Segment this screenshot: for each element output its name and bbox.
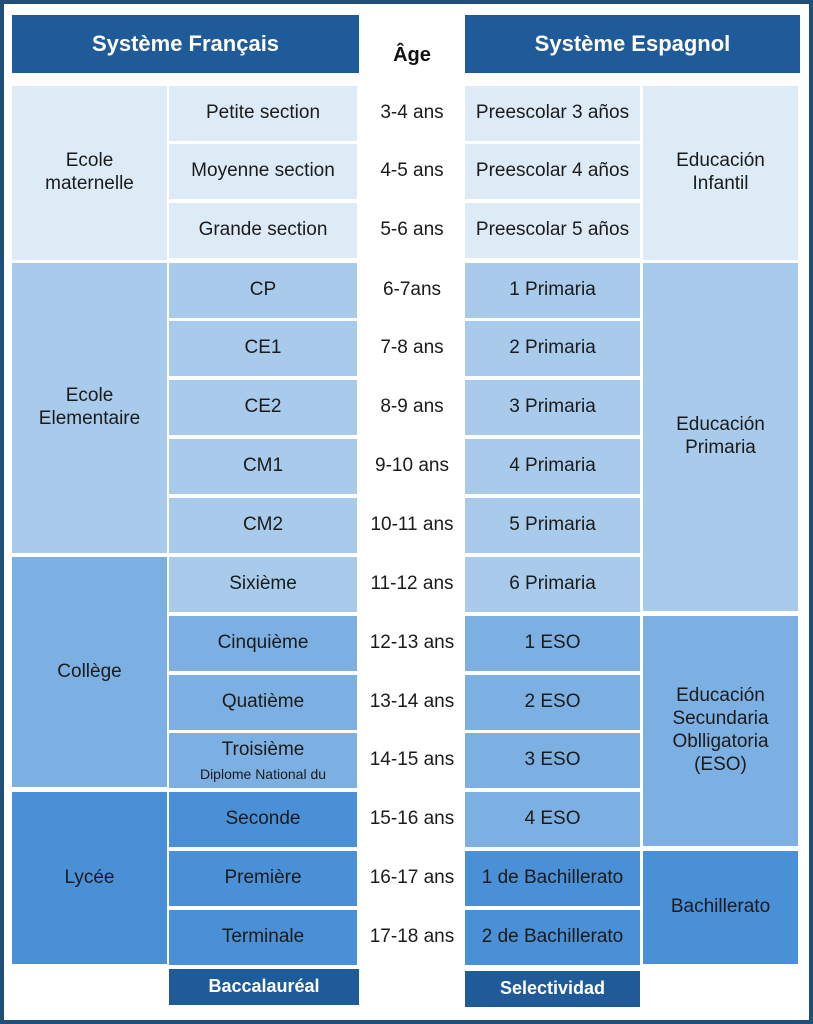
es-grade-cell: Preescolar 5 años [465, 203, 640, 258]
es-stage-primaria-line1: Educación [676, 414, 765, 436]
fr-stage-college: Collège [12, 557, 167, 787]
es-stage-infantil: Educación Infantil [643, 86, 798, 260]
es-grade-cell: 3 Primaria [465, 380, 640, 435]
es-stage-eso-line2: Secundaria [672, 708, 769, 730]
es-grade-cell: 6 Primaria [465, 557, 640, 612]
es-grade-cell: 4 Primaria [465, 439, 640, 494]
es-stage-bachillerato: Bachillerato [643, 851, 798, 964]
fr-grade-cell: Petite section [169, 86, 357, 141]
es-grade-cell: 2 Primaria [465, 321, 640, 376]
fr-grade-cell: CM1 [169, 439, 357, 494]
age-label: 12-13 ans [369, 632, 455, 654]
es-stage-infantil-line1: Educación [676, 150, 765, 172]
age-label: 6-7ans [382, 279, 442, 301]
es-grade-cell: 1 de Bachillerato [465, 851, 640, 906]
age-label: 8-9 ans [380, 396, 444, 418]
age-label: 15-16 ans [369, 808, 455, 830]
fr-stage-lycee: Lycée [12, 792, 167, 964]
es-grade-cell: 3 ESO [465, 733, 640, 788]
fr-stage-elementaire-line2: Elementaire [38, 408, 141, 429]
es-stage-eso-line3: Oblligatoria [672, 731, 769, 752]
fr-grade-cell: CP [169, 263, 357, 318]
age-label: 13-14 ans [369, 691, 455, 713]
fr-stage-maternelle-line2: maternelle [45, 173, 134, 194]
fr-grade-cell: Sixième [169, 557, 357, 612]
age-label: 17-18 ans [369, 926, 455, 948]
fr-grade-cell: Première [169, 851, 357, 906]
age-label: 3-4 ans [380, 102, 444, 124]
es-stage-primaria: Educación Primaria [643, 263, 798, 611]
age-label: 14-15 ans [369, 749, 455, 771]
age-label: 7-8 ans [380, 337, 444, 359]
es-grade-cell: 1 Primaria [465, 263, 640, 318]
header-french: Système Français [12, 15, 359, 73]
fr-stage-elementaire-line1: Ecole [65, 385, 114, 407]
fr-stage-maternelle-line1: Ecole [65, 150, 114, 172]
fr-grade-cell: CE2 [169, 380, 357, 435]
footer-selectividad: Selectividad [465, 971, 640, 1007]
fr-grade-cell: CM2 [169, 498, 357, 553]
es-stage-eso-line4: (ESO) [694, 753, 747, 775]
es-grade-cell: 5 Primaria [465, 498, 640, 553]
fr-stage-maternelle: Ecole maternelle [12, 86, 167, 260]
es-grade-cell: 1 ESO [465, 616, 640, 671]
es-stage-primaria-line2: Primaria [685, 437, 756, 458]
fr-grade-cell: Seconde [169, 792, 357, 847]
fr-grade-cell: Troisième Diplome National du [169, 733, 357, 788]
es-grade-cell: 4 ESO [465, 792, 640, 847]
fr-grade-cell: Grande section [169, 203, 357, 258]
fr-grade-cell: Cinquième [169, 616, 357, 671]
fr-grade-cell: CE1 [169, 321, 357, 376]
age-label: 10-11 ans [370, 514, 454, 536]
es-stage-eso: Educación Secundaria Oblligatoria (ESO) [643, 616, 798, 846]
es-grade-cell: 2 ESO [465, 675, 640, 730]
fr-grade-sublabel: Diplome National du [199, 765, 327, 782]
fr-grade-cell: Quatième [169, 675, 357, 730]
age-label: 16-17 ans [369, 867, 455, 889]
footer-baccalaureat: Baccalauréal [169, 969, 359, 1005]
age-label: 11-12 ans [370, 573, 454, 595]
es-grade-cell: Preescolar 4 años [465, 144, 640, 199]
header-spanish: Système Espagnol [465, 15, 800, 73]
fr-grade-label: Troisième [221, 738, 305, 760]
fr-stage-elementaire: Ecole Elementaire [12, 263, 167, 553]
fr-grade-cell: Moyenne section [169, 144, 357, 199]
age-label: 4-5 ans [380, 160, 444, 182]
header-age: Âge [393, 44, 431, 66]
es-stage-eso-line1: Educación [676, 685, 765, 707]
es-stage-infantil-line2: Infantil [692, 173, 749, 194]
age-label: 5-6 ans [380, 219, 444, 241]
es-grade-cell: Preescolar 3 años [465, 86, 640, 141]
es-grade-cell: 2 de Bachillerato [465, 910, 640, 965]
fr-grade-cell: Terminale [169, 910, 357, 965]
age-label: 9-10 ans [375, 455, 449, 477]
